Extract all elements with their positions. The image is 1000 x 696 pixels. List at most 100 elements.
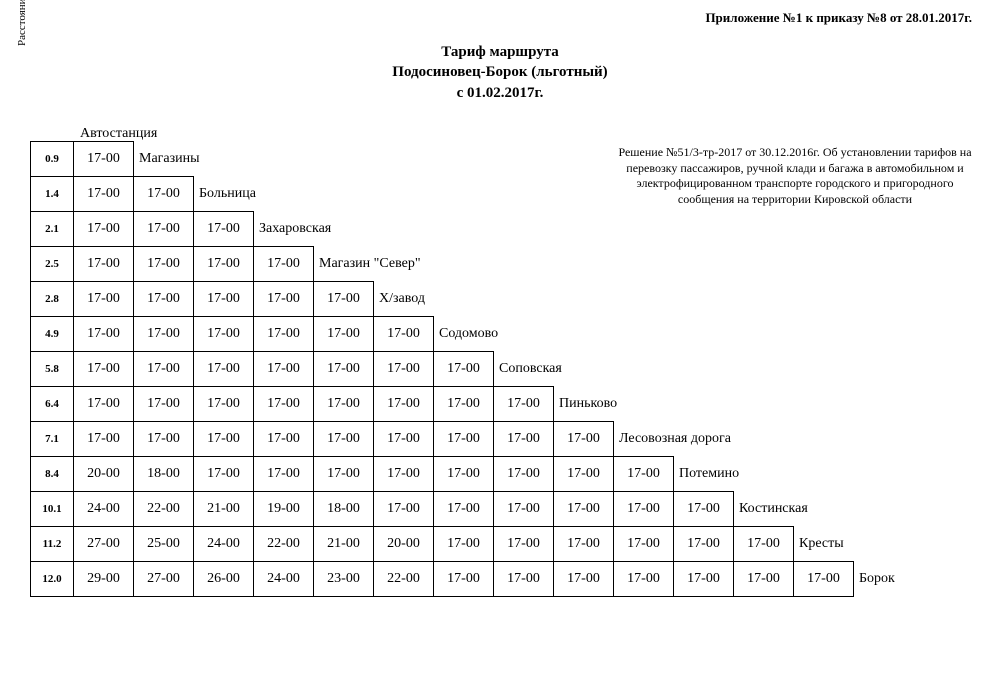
tariff-cell: 17-00 bbox=[313, 456, 374, 492]
tariff-cell: 20-00 bbox=[73, 456, 134, 492]
tariff-cell: 24-00 bbox=[193, 526, 254, 562]
tariff-cell: 18-00 bbox=[133, 456, 194, 492]
tariff-cell: 17-00 bbox=[313, 316, 374, 352]
tariff-cell: 17-00 bbox=[253, 386, 314, 422]
tariff-cell: 17-00 bbox=[193, 386, 254, 422]
tariff-cell: 17-00 bbox=[373, 386, 434, 422]
tariff-cell: 17-00 bbox=[193, 246, 254, 282]
tariff-cell: 17-00 bbox=[793, 561, 854, 597]
distance-cell: 4.9 bbox=[30, 316, 74, 352]
tariff-cell: 17-00 bbox=[433, 491, 494, 527]
tariff-cell: 17-00 bbox=[73, 141, 134, 177]
tariff-cell: 17-00 bbox=[133, 316, 194, 352]
distance-cell: 6.4 bbox=[30, 386, 74, 422]
tariff-cell: 17-00 bbox=[673, 561, 734, 597]
tariff-cell: 17-00 bbox=[433, 386, 494, 422]
tariff-cell: 17-00 bbox=[253, 316, 314, 352]
stop-label: Борок bbox=[853, 571, 895, 587]
stop-label: Костинская bbox=[733, 501, 808, 517]
tariff-cell: 17-00 bbox=[73, 316, 134, 352]
tariff-cell: 17-00 bbox=[73, 246, 134, 282]
distance-cell: 10.1 bbox=[30, 491, 74, 527]
title-block: Тариф маршрута Подосиновец-Борок (льготн… bbox=[14, 42, 986, 103]
tariff-cell: 19-00 bbox=[253, 491, 314, 527]
tariff-cell: 17-00 bbox=[493, 526, 554, 562]
tariff-cell: 17-00 bbox=[253, 351, 314, 387]
tariff-cell: 27-00 bbox=[73, 526, 134, 562]
stop-label: Х/завод bbox=[373, 291, 425, 307]
tariff-cell: 17-00 bbox=[553, 456, 614, 492]
tariff-cell: 20-00 bbox=[373, 526, 434, 562]
distance-cell: 8.4 bbox=[30, 456, 74, 492]
tariff-cell: 17-00 bbox=[733, 526, 794, 562]
tariff-cell: 17-00 bbox=[433, 526, 494, 562]
tariff-cell: 17-00 bbox=[373, 351, 434, 387]
tariff-cell: 17-00 bbox=[133, 386, 194, 422]
tariff-cell: 17-00 bbox=[373, 491, 434, 527]
tariff-cell: 17-00 bbox=[193, 456, 254, 492]
tariff-cell: 17-00 bbox=[493, 386, 554, 422]
stop-label: Содомово bbox=[433, 326, 498, 342]
distance-cell: 11.2 bbox=[30, 526, 74, 562]
tariff-cell: 17-00 bbox=[253, 456, 314, 492]
tariff-cell: 17-00 bbox=[373, 456, 434, 492]
tariff-cell: 17-00 bbox=[553, 421, 614, 457]
stop-label: Больница bbox=[193, 186, 256, 202]
tariff-cell: 17-00 bbox=[433, 456, 494, 492]
tariff-cell: 17-00 bbox=[313, 386, 374, 422]
tariff-cell: 17-00 bbox=[553, 491, 614, 527]
tariff-cell: 17-00 bbox=[133, 281, 194, 317]
tariff-cell: 17-00 bbox=[313, 421, 374, 457]
tariff-cell: 17-00 bbox=[73, 176, 134, 212]
tariff-cell: 29-00 bbox=[73, 561, 134, 597]
tariff-cell: 17-00 bbox=[253, 281, 314, 317]
tariff-cell: 17-00 bbox=[133, 351, 194, 387]
title-l3: с 01.02.2017г. bbox=[14, 83, 986, 103]
tariff-cell: 17-00 bbox=[133, 176, 194, 212]
tariff-cell: 17-00 bbox=[73, 211, 134, 247]
stop-label: Лесовозная дорога bbox=[613, 431, 731, 447]
tariff-cell: 24-00 bbox=[253, 561, 314, 597]
tariff-cell: 17-00 bbox=[493, 421, 554, 457]
tariff-cell: 17-00 bbox=[733, 561, 794, 597]
stop-label: Магазин "Север" bbox=[313, 256, 421, 272]
distance-cell: 0.9 bbox=[30, 141, 74, 177]
tariff-cell: 22-00 bbox=[253, 526, 314, 562]
tariff-cell: 17-00 bbox=[613, 561, 674, 597]
attachment-note: Приложение №1 к приказу №8 от 28.01.2017… bbox=[705, 10, 972, 26]
tariff-cell: 17-00 bbox=[73, 386, 134, 422]
distance-cell: 5.8 bbox=[30, 351, 74, 387]
tariff-cell: 17-00 bbox=[673, 491, 734, 527]
tariff-cell: 17-00 bbox=[73, 421, 134, 457]
tariff-cell: 21-00 bbox=[313, 526, 374, 562]
distance-cell: 2.8 bbox=[30, 281, 74, 317]
tariff-cell: 17-00 bbox=[613, 526, 674, 562]
stop-label: Пиньково bbox=[553, 396, 617, 412]
tariff-cell: 24-00 bbox=[73, 491, 134, 527]
distance-cell: 1.4 bbox=[30, 176, 74, 212]
tariff-cell: 17-00 bbox=[193, 281, 254, 317]
tariff-cell: 17-00 bbox=[193, 211, 254, 247]
tariff-cell: 17-00 bbox=[193, 316, 254, 352]
tariff-table: Автостанция0.917-00Магазины1.417-0017-00… bbox=[30, 120, 895, 597]
tariff-cell: 26-00 bbox=[193, 561, 254, 597]
tariff-cell: 17-00 bbox=[133, 421, 194, 457]
tariff-cell: 17-00 bbox=[373, 421, 434, 457]
tariff-cell: 17-00 bbox=[373, 316, 434, 352]
tariff-cell: 22-00 bbox=[373, 561, 434, 597]
title-l2: Подосиновец-Борок (льготный) bbox=[14, 62, 986, 82]
title-l1: Тариф маршрута bbox=[14, 42, 986, 62]
stop-label: Потемино bbox=[673, 466, 739, 482]
tariff-cell: 25-00 bbox=[133, 526, 194, 562]
distance-cell: 7.1 bbox=[30, 421, 74, 457]
tariff-cell: 22-00 bbox=[133, 491, 194, 527]
stop-label: Захаровская bbox=[253, 221, 331, 237]
distance-cell: 2.5 bbox=[30, 246, 74, 282]
tariff-cell: 17-00 bbox=[193, 351, 254, 387]
tariff-cell: 17-00 bbox=[493, 456, 554, 492]
tariff-cell: 17-00 bbox=[253, 421, 314, 457]
tariff-cell: 17-00 bbox=[193, 421, 254, 457]
tariff-cell: 17-00 bbox=[553, 526, 614, 562]
stop-label: Магазины bbox=[133, 151, 200, 167]
distance-cell: 2.1 bbox=[30, 211, 74, 247]
